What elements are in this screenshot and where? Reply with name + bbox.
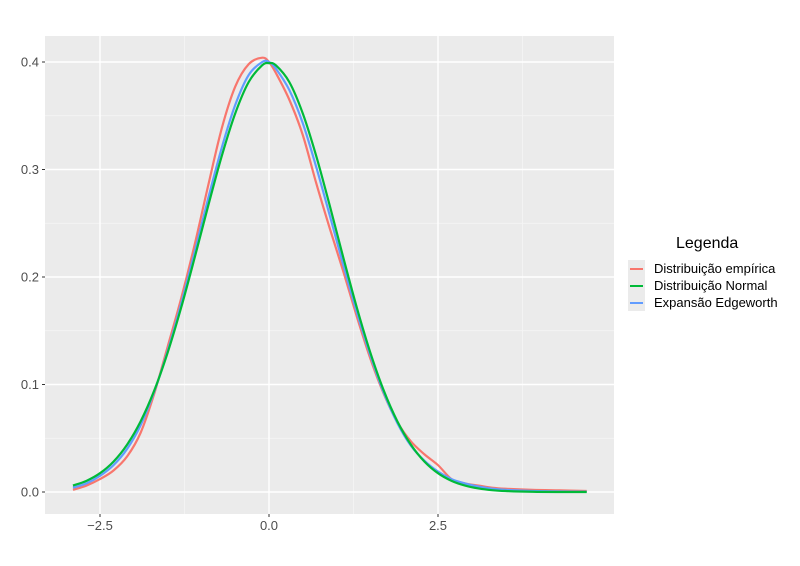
y-tick-label: 0.2 — [21, 270, 39, 285]
legend-item-edgeworth: Expansão Edgeworth — [628, 294, 800, 311]
y-tick-label: 0.1 — [21, 377, 39, 392]
legend-label: Distribuição empírica — [654, 261, 776, 276]
legend: Legenda Distribuição empírica Distribuiç… — [628, 234, 800, 311]
density-lines — [72, 56, 587, 494]
legend-item-normal: Distribuição Normal — [628, 277, 800, 294]
series-line — [72, 61, 587, 494]
x-tick-label: −2.5 — [87, 518, 113, 533]
y-tick-label: 0.3 — [21, 162, 39, 177]
x-tick-label: 2.5 — [429, 518, 447, 533]
x-axis: −2.5 0.0 2.5 — [87, 514, 447, 533]
legend-key-blue — [628, 294, 645, 311]
legend-title: Legenda — [676, 235, 739, 252]
legend-item-empirical: Distribuição empírica — [628, 260, 800, 277]
legend-key-green — [628, 277, 645, 294]
minor-gridlines — [45, 36, 614, 514]
legend-key-red — [628, 260, 645, 277]
legend-label: Expansão Edgeworth — [654, 295, 778, 310]
x-tick-label: 0.0 — [260, 518, 278, 533]
y-tick-label: 0.4 — [21, 55, 39, 70]
legend-label: Distribuição Normal — [654, 278, 768, 293]
y-tick-label: 0.0 — [21, 485, 39, 500]
y-axis: 0.0 0.1 0.2 0.3 0.4 — [21, 55, 45, 500]
